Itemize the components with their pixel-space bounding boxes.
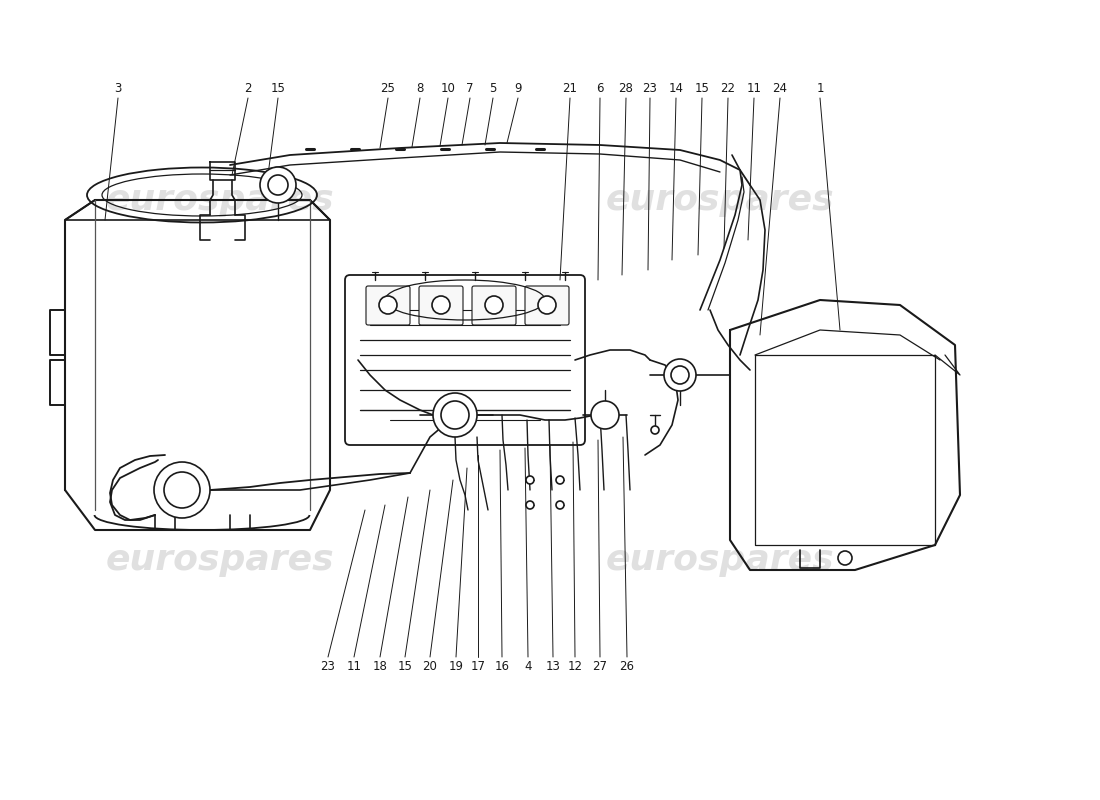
- Circle shape: [526, 501, 534, 509]
- Text: 15: 15: [397, 660, 412, 673]
- Text: 27: 27: [593, 660, 607, 673]
- Circle shape: [591, 401, 619, 429]
- FancyBboxPatch shape: [525, 286, 569, 325]
- Text: eurospares: eurospares: [106, 543, 334, 577]
- Text: 25: 25: [381, 82, 395, 95]
- Text: eurospares: eurospares: [106, 183, 334, 217]
- Text: 24: 24: [772, 82, 788, 95]
- Text: 28: 28: [618, 82, 634, 95]
- Circle shape: [432, 296, 450, 314]
- Text: 14: 14: [669, 82, 683, 95]
- Text: 22: 22: [720, 82, 736, 95]
- Circle shape: [379, 296, 397, 314]
- Text: eurospares: eurospares: [606, 183, 834, 217]
- Text: eurospares: eurospares: [606, 543, 834, 577]
- Text: 16: 16: [495, 660, 509, 673]
- Text: 17: 17: [471, 660, 485, 673]
- Circle shape: [268, 175, 288, 195]
- Circle shape: [433, 393, 477, 437]
- Circle shape: [838, 551, 853, 565]
- Circle shape: [485, 296, 503, 314]
- Text: 13: 13: [546, 660, 560, 673]
- Text: 6: 6: [596, 82, 604, 95]
- Text: 4: 4: [525, 660, 531, 673]
- Text: 8: 8: [416, 82, 424, 95]
- Circle shape: [164, 472, 200, 508]
- Circle shape: [556, 476, 564, 484]
- Circle shape: [651, 426, 659, 434]
- FancyBboxPatch shape: [345, 275, 585, 445]
- Text: 7: 7: [466, 82, 474, 95]
- Text: 3: 3: [114, 82, 122, 95]
- Text: 15: 15: [694, 82, 710, 95]
- Text: 26: 26: [619, 660, 635, 673]
- Circle shape: [260, 167, 296, 203]
- Text: 12: 12: [568, 660, 583, 673]
- FancyBboxPatch shape: [419, 286, 463, 325]
- Text: 18: 18: [373, 660, 387, 673]
- Circle shape: [556, 501, 564, 509]
- Text: 9: 9: [515, 82, 521, 95]
- Circle shape: [671, 366, 689, 384]
- Text: 23: 23: [642, 82, 658, 95]
- Text: 11: 11: [747, 82, 761, 95]
- Circle shape: [441, 401, 469, 429]
- Text: 23: 23: [320, 660, 336, 673]
- Text: 1: 1: [816, 82, 824, 95]
- Circle shape: [538, 296, 556, 314]
- Circle shape: [526, 476, 534, 484]
- Text: 20: 20: [422, 660, 438, 673]
- Text: 15: 15: [271, 82, 285, 95]
- Text: 11: 11: [346, 660, 362, 673]
- Text: 10: 10: [441, 82, 455, 95]
- Text: 21: 21: [562, 82, 578, 95]
- Circle shape: [154, 462, 210, 518]
- Text: 19: 19: [449, 660, 463, 673]
- FancyBboxPatch shape: [366, 286, 410, 325]
- FancyBboxPatch shape: [472, 286, 516, 325]
- Text: 5: 5: [490, 82, 497, 95]
- Text: 2: 2: [244, 82, 252, 95]
- Circle shape: [664, 359, 696, 391]
